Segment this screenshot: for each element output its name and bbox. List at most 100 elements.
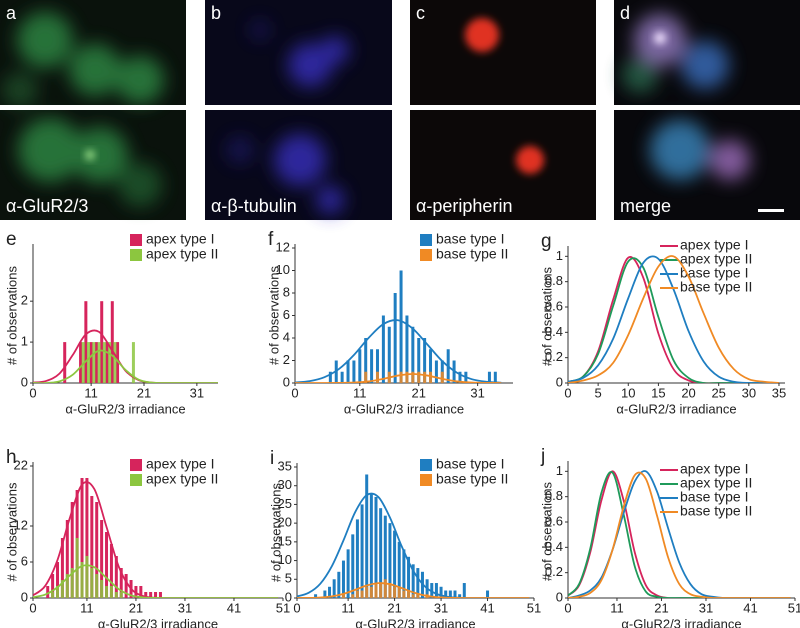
bar <box>87 342 90 383</box>
legend-label: base type II <box>680 503 752 519</box>
y-tick-label: 2 <box>21 293 28 308</box>
line <box>568 471 791 598</box>
bar <box>100 580 104 598</box>
y-tick-label: 35 <box>278 458 292 473</box>
bar <box>56 586 60 598</box>
legend-label: apex type II <box>680 475 752 491</box>
bar <box>355 519 359 598</box>
bar <box>388 523 392 598</box>
bar <box>374 496 378 598</box>
line <box>568 256 779 383</box>
x-tick-label: 0 <box>291 385 298 400</box>
bar <box>328 371 332 383</box>
x-tick-label: 21 <box>654 600 668 615</box>
x-tick-label: 10 <box>621 385 635 400</box>
bar <box>444 590 448 598</box>
bar <box>70 568 74 598</box>
x-tick-label: 11 <box>80 600 94 615</box>
bar <box>370 349 374 383</box>
bar <box>89 342 93 383</box>
bar <box>417 338 421 383</box>
bar <box>328 586 332 598</box>
panel-label: d <box>620 3 630 23</box>
bar <box>365 586 369 598</box>
fit-curve <box>33 329 218 383</box>
chart: e # of observations α-GluR2/3 irradiance 0 1… <box>4 229 218 416</box>
bar <box>154 592 158 598</box>
y-tick-label: 0 <box>21 374 28 389</box>
legend-label: base type II <box>436 471 508 487</box>
stain-label: merge <box>620 196 671 216</box>
bar <box>393 530 397 598</box>
bar <box>158 592 162 598</box>
x-tick-label: 20 <box>681 385 695 400</box>
bar <box>149 592 153 598</box>
bar <box>369 586 373 598</box>
bar <box>340 371 344 383</box>
bar <box>95 574 99 598</box>
bar <box>51 592 55 598</box>
fit-curve <box>33 349 218 383</box>
legend-label: base type I <box>436 456 505 472</box>
bar <box>383 515 387 598</box>
micrographs: a α-GluR2/3 b α-β-tubulin c α-peripherin… <box>0 0 800 220</box>
bar <box>90 496 94 598</box>
y-tick-label: 0 <box>556 589 563 604</box>
y-tick-label: 0.6 <box>545 513 563 528</box>
bar <box>81 342 85 383</box>
bar <box>360 504 364 598</box>
stain-label: α-peripherin <box>416 196 512 216</box>
micrograph <box>410 0 596 220</box>
bar <box>486 590 490 598</box>
bar <box>341 594 345 598</box>
legend-swatch <box>420 249 432 261</box>
chart: i # of observations α-GluR2/3 irradiance 0 1… <box>268 448 541 628</box>
bar <box>381 315 385 383</box>
bar <box>379 508 383 598</box>
x-tick-label: 0 <box>293 600 300 615</box>
bar <box>417 371 421 383</box>
x-tick-label: 0 <box>564 385 571 400</box>
panel-label: f <box>268 229 274 250</box>
bar <box>97 342 101 383</box>
bar <box>388 583 392 598</box>
bar <box>405 315 409 383</box>
x-tick-label: 0 <box>29 385 36 400</box>
bar <box>397 586 401 598</box>
bar <box>92 342 96 383</box>
bar <box>439 586 443 598</box>
y-axis-label: # of observations <box>4 482 19 582</box>
x-tick-label: 25 <box>711 385 725 400</box>
bar <box>341 560 345 598</box>
bar <box>411 371 415 383</box>
bar <box>411 594 415 598</box>
micrograph <box>614 0 800 220</box>
bar <box>375 349 379 383</box>
y-tick-label: 0.8 <box>545 488 563 503</box>
bar <box>63 342 67 383</box>
x-axis-label: α-GluR2/3 irradiance <box>65 401 185 416</box>
bar <box>411 326 415 383</box>
y-tick-label: 12 <box>14 517 28 532</box>
bar <box>80 562 84 598</box>
x-tick-label: 11 <box>610 600 624 615</box>
bar <box>116 342 120 383</box>
bar <box>110 301 114 383</box>
bar <box>85 556 89 598</box>
legend-swatch <box>420 234 432 246</box>
bar <box>323 590 327 598</box>
bar <box>352 360 356 383</box>
legend-label: apex type I <box>680 237 749 253</box>
bar <box>124 574 128 598</box>
x-tick-label: 31 <box>190 385 204 400</box>
legend-label: base type I <box>436 231 505 247</box>
x-tick-label: 21 <box>129 600 143 615</box>
bar <box>369 493 373 598</box>
bar <box>100 301 104 383</box>
x-tick-label: 11 <box>341 600 355 615</box>
bar <box>314 594 318 598</box>
bar <box>56 562 60 598</box>
bar <box>458 594 462 598</box>
x-tick-label: 31 <box>699 600 713 615</box>
bar <box>458 371 462 383</box>
